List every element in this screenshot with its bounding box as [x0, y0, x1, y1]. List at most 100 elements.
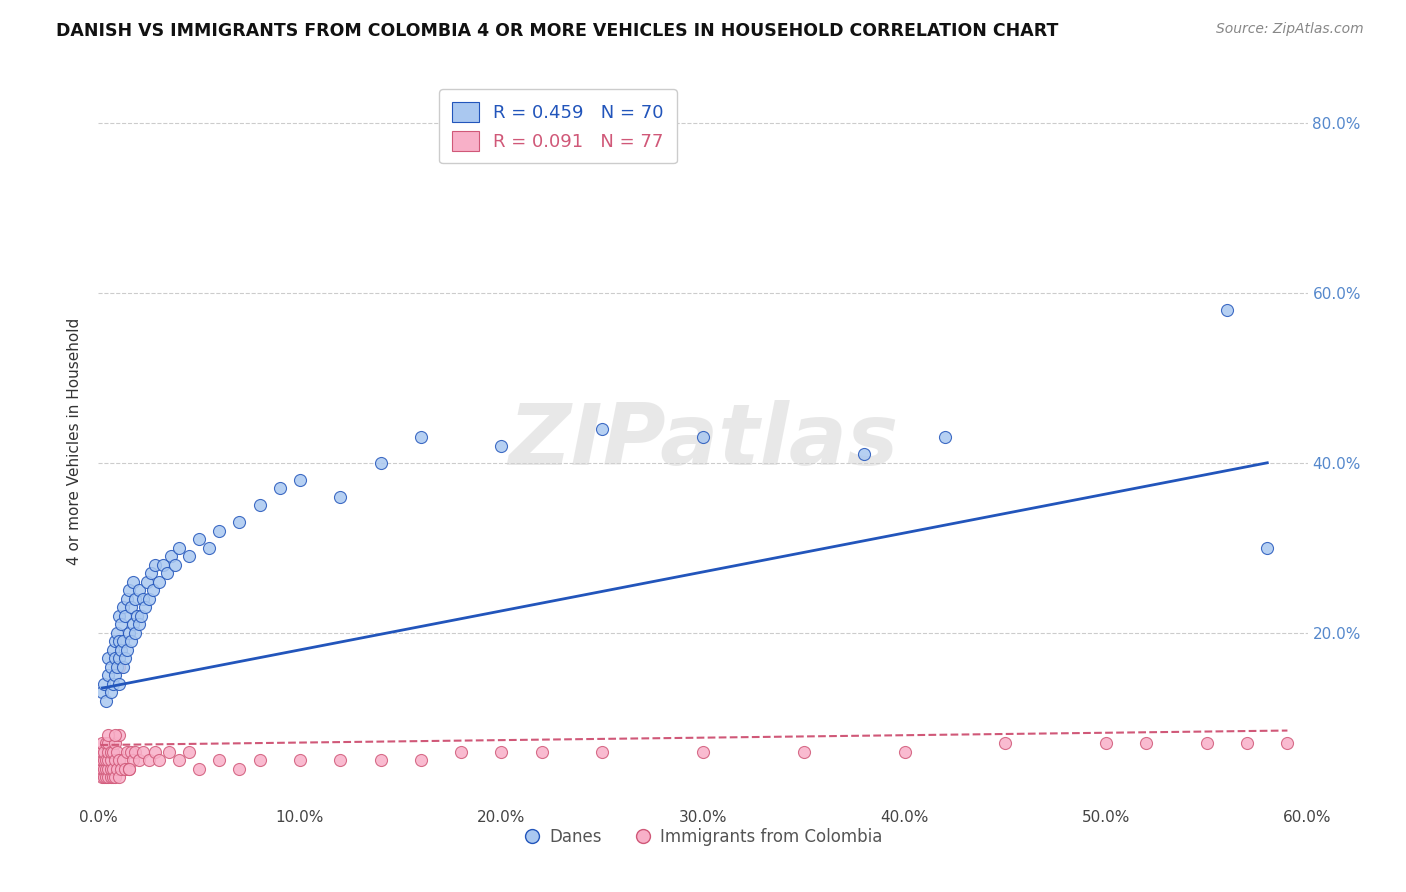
Point: [121, 753, 143, 767]
Point: [114, 651, 136, 665]
Point: [91, 745, 114, 759]
Point: [96, 694, 118, 708]
Point: [128, 753, 150, 767]
Point: [100, 685, 122, 699]
Point: [97, 762, 120, 776]
Point: [91, 762, 114, 776]
Point: [269, 481, 291, 495]
Point: [142, 583, 165, 598]
Point: [103, 651, 125, 665]
Point: [101, 745, 124, 759]
Point: [105, 625, 128, 640]
Point: [138, 753, 160, 767]
Point: [370, 753, 392, 767]
Point: [100, 762, 122, 776]
Point: [107, 608, 129, 623]
Point: [179, 549, 201, 564]
Point: [124, 591, 146, 606]
Point: [107, 728, 129, 742]
Point: [97, 745, 120, 759]
Point: [97, 728, 120, 742]
Point: [115, 591, 138, 606]
Point: [188, 533, 211, 547]
Point: [853, 447, 876, 461]
Point: [114, 762, 136, 776]
Point: [249, 498, 271, 512]
Point: [138, 591, 160, 606]
Point: [1256, 541, 1278, 555]
Point: [111, 600, 134, 615]
Point: [793, 745, 815, 759]
Point: [591, 422, 613, 436]
Point: [148, 574, 170, 589]
Point: [118, 583, 141, 598]
Point: [103, 668, 125, 682]
Point: [110, 617, 132, 632]
Point: [111, 660, 134, 674]
Point: [107, 753, 129, 767]
Point: [93, 770, 115, 784]
Point: [124, 625, 146, 640]
Y-axis label: 4 or more Vehicles in Household: 4 or more Vehicles in Household: [67, 318, 83, 566]
Point: [101, 677, 124, 691]
Point: [114, 608, 136, 623]
Point: [115, 745, 138, 759]
Point: [96, 753, 118, 767]
Point: [1095, 736, 1118, 750]
Text: DANISH VS IMMIGRANTS FROM COLOMBIA 4 OR MORE VEHICLES IN HOUSEHOLD CORRELATION C: DANISH VS IMMIGRANTS FROM COLOMBIA 4 OR …: [56, 22, 1059, 40]
Point: [228, 516, 250, 530]
Point: [163, 558, 186, 572]
Point: [93, 677, 115, 691]
Point: [139, 566, 162, 581]
Point: [491, 745, 513, 759]
Point: [893, 745, 915, 759]
Point: [129, 608, 152, 623]
Text: ZIPatlas: ZIPatlas: [508, 400, 898, 483]
Point: [1277, 736, 1299, 750]
Point: [91, 770, 114, 784]
Legend: Danes, Immigrants from Colombia: Danes, Immigrants from Colombia: [517, 821, 889, 852]
Point: [121, 574, 143, 589]
Point: [167, 541, 190, 555]
Point: [89, 753, 111, 767]
Point: [288, 753, 311, 767]
Point: [1236, 736, 1258, 750]
Point: [107, 677, 129, 691]
Point: [103, 753, 125, 767]
Point: [93, 745, 115, 759]
Point: [110, 642, 132, 657]
Point: [198, 541, 221, 555]
Point: [143, 558, 166, 572]
Point: [105, 745, 128, 759]
Point: [103, 770, 125, 784]
Point: [118, 625, 141, 640]
Point: [100, 753, 122, 767]
Point: [160, 549, 183, 564]
Point: [103, 634, 125, 648]
Point: [128, 583, 150, 598]
Point: [107, 660, 129, 674]
Point: [111, 753, 134, 767]
Point: [157, 745, 180, 759]
Point: [591, 745, 613, 759]
Point: [409, 430, 432, 444]
Point: [491, 439, 513, 453]
Point: [110, 762, 132, 776]
Point: [107, 651, 129, 665]
Point: [208, 524, 231, 538]
Point: [188, 762, 211, 776]
Point: [125, 608, 148, 623]
Point: [208, 753, 231, 767]
Point: [450, 745, 472, 759]
Point: [124, 745, 146, 759]
Point: [1135, 736, 1157, 750]
Point: [107, 634, 129, 648]
Point: [120, 634, 142, 648]
Point: [329, 753, 352, 767]
Point: [228, 762, 250, 776]
Point: [167, 753, 190, 767]
Point: [93, 753, 115, 767]
Point: [120, 600, 142, 615]
Point: [530, 745, 553, 759]
Point: [97, 668, 120, 682]
